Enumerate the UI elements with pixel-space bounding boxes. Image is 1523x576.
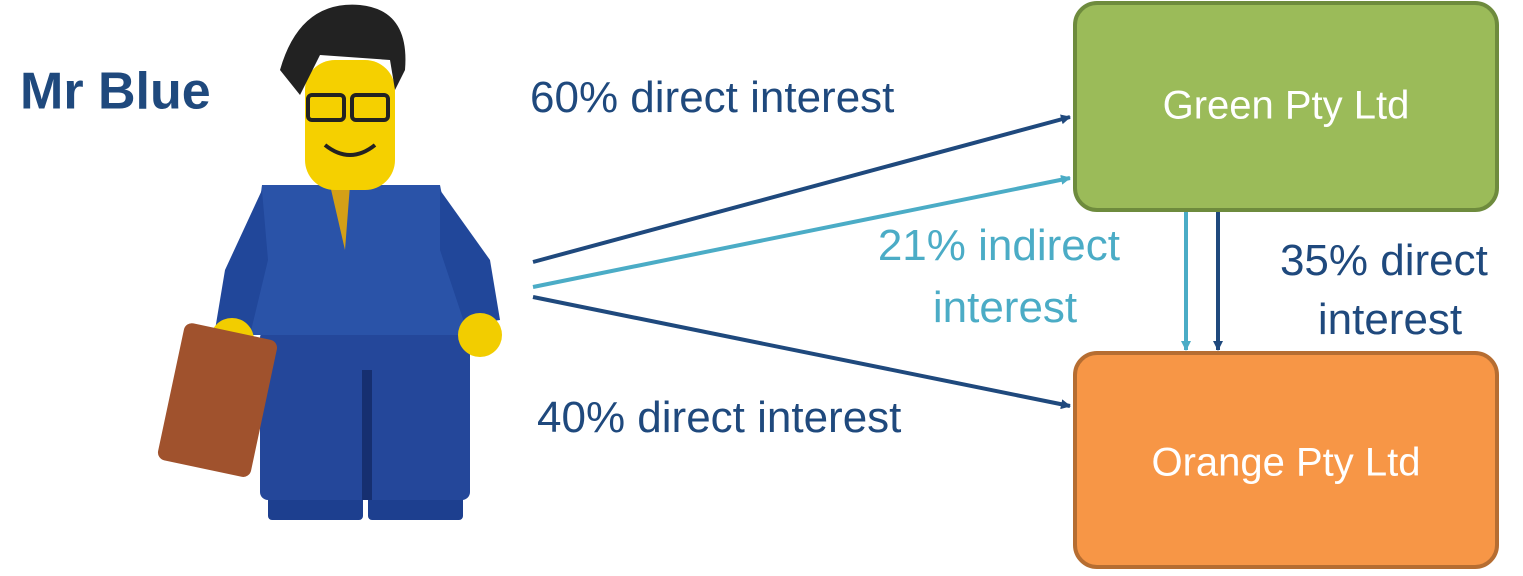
- arrow: [532, 114, 1071, 264]
- edge-label-line: interest: [933, 283, 1077, 332]
- edge-label: 40% direct interest: [537, 393, 901, 442]
- person-figure: [157, 4, 502, 520]
- node-label: Green Pty Ltd: [1163, 84, 1410, 128]
- edge-label: 35% direct interest: [1280, 236, 1500, 344]
- edge-label-line: 21% indirect: [878, 221, 1120, 270]
- node-box: [1073, 351, 1499, 569]
- edge-label-line: interest: [1318, 295, 1462, 344]
- arrow: [532, 295, 1071, 410]
- arrow: [532, 174, 1071, 289]
- edge-label: 21% indirect interest: [878, 221, 1132, 332]
- edge-label-line: 60% direct interest: [530, 73, 894, 122]
- edge-label-line: 40% direct interest: [537, 393, 901, 442]
- node-box: [1073, 1, 1499, 212]
- edge-label: 60% direct interest: [530, 73, 894, 122]
- edge-label-line: 35% direct: [1280, 236, 1488, 285]
- node-label: Orange Pty Ltd: [1151, 441, 1420, 485]
- person-label: Mr Blue: [20, 63, 211, 121]
